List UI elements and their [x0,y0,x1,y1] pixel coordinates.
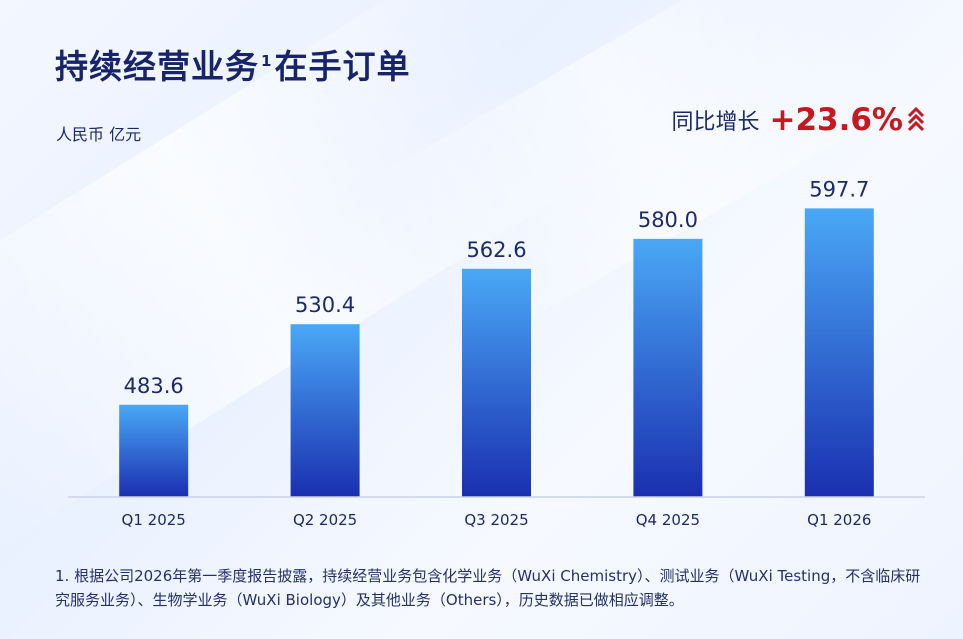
category-label: Q2 2025 [293,511,357,529]
footnote: 1. 根据公司2026年第一季度报告披露，持续经营业务包含化学业务（WuXi C… [55,567,921,609]
yoy-growth: 同比增长 +23.6% [671,102,925,138]
bar-0 [119,404,189,497]
category-label: Q4 2025 [636,511,700,529]
bar-chart: 483.6 Q1 2025 530.4 Q2 2025 562.6 Q3 2025 580.… [68,177,925,529]
bar-value-label: 530.4 [295,293,355,317]
yoy-value: +23.6% [769,102,903,138]
category-label: Q1 2025 [122,511,186,529]
bar-4 [804,208,874,498]
bar-2 [462,268,531,497]
triple-chevron-up-icon [907,106,925,132]
title-footnote-marker: 1 [261,52,273,70]
bar-value-label: 483.6 [124,374,184,398]
bar-3 [633,238,703,497]
bar-value-label: 562.6 [466,238,526,262]
title-main: 持续经营业务 [55,47,259,86]
category-label: Q3 2025 [464,511,528,529]
bar-value-label: 597.7 [809,177,869,201]
category-label: Q1 2026 [807,511,871,529]
bar-1 [290,324,360,497]
bar-value-label: 580.0 [638,208,698,232]
unit-label: 人民币 亿元 [56,125,142,144]
page-title: 持续经营业务 1在手订单 [55,40,410,88]
yoy-label: 同比增长 [671,110,760,135]
title-tail: 在手订单 [274,47,411,86]
